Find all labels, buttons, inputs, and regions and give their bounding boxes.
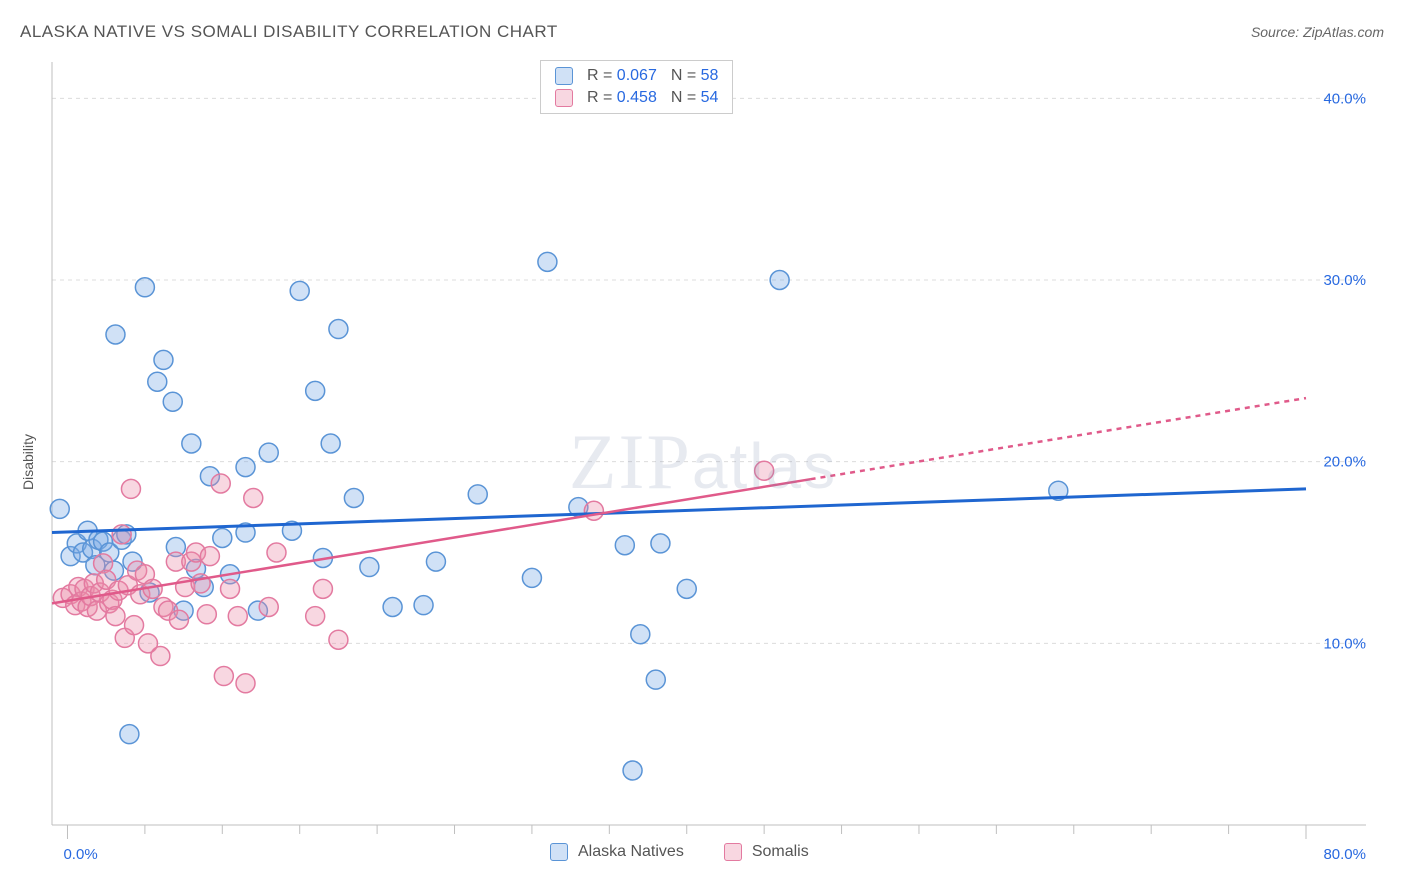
plot-container: Disability 10.0% 20.0% 30.0% 40.0% 0.0% 80.0%… xyxy=(10,50,1396,874)
series-swatch xyxy=(555,67,573,85)
svg-text:80.0%: 80.0% xyxy=(1323,846,1366,863)
svg-text:0.0%: 0.0% xyxy=(63,846,97,863)
correlation-row: R = 0.067N = 58 xyxy=(541,65,732,87)
correlation-row: R = 0.458N = 54 xyxy=(541,87,732,109)
series-legend: Alaska Natives Somalis xyxy=(550,843,809,861)
correlation-legend: R = 0.067N = 58R = 0.458N = 54 xyxy=(540,60,733,114)
svg-text:20.0%: 20.0% xyxy=(1323,454,1366,471)
source-attribution: Source: ZipAtlas.com xyxy=(1251,24,1384,40)
chart-title: ALASKA NATIVE VS SOMALI DISABILITY CORRE… xyxy=(20,22,558,42)
y-axis-title: Disability xyxy=(20,434,36,490)
series-swatch xyxy=(555,89,573,107)
svg-text:40.0%: 40.0% xyxy=(1323,90,1366,107)
svg-text:30.0%: 30.0% xyxy=(1323,272,1366,289)
legend-label: Somalis xyxy=(752,843,809,861)
legend-swatch xyxy=(550,843,568,861)
legend-label: Alaska Natives xyxy=(578,843,684,861)
legend-swatch xyxy=(724,843,742,861)
legend-item: Somalis xyxy=(724,843,809,861)
scatter-chart: 10.0% 20.0% 30.0% 40.0% 0.0% 80.0% xyxy=(10,50,1396,874)
svg-text:10.0%: 10.0% xyxy=(1323,635,1366,652)
legend-item: Alaska Natives xyxy=(550,843,684,861)
